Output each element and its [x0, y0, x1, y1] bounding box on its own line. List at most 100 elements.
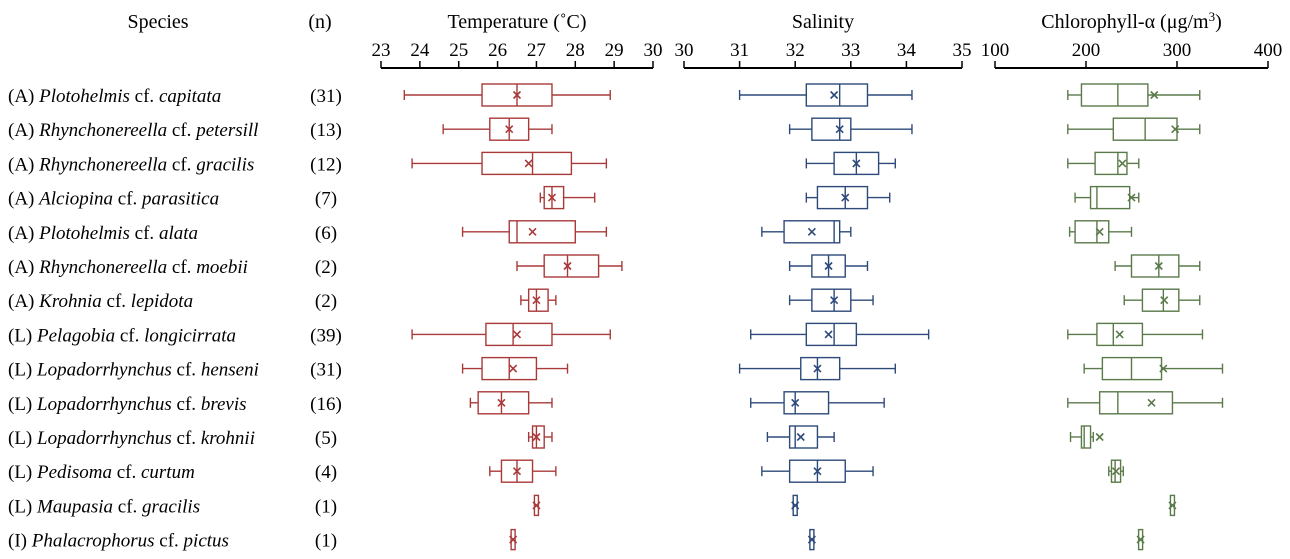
species-label-epithet: moebii	[196, 257, 248, 278]
mean-marker-b	[1095, 432, 1104, 442]
panel-0: Temperature (˚C) 23 24 25 26 27 28 29 30	[372, 11, 663, 551]
species-n: (1)	[315, 496, 337, 517]
mean-marker-b	[509, 364, 518, 373]
box-1	[442, 117, 553, 141]
box-5	[516, 254, 623, 278]
species-label-prefix: (L)	[8, 394, 37, 415]
box-8	[738, 356, 896, 381]
box-13	[1136, 528, 1145, 551]
box-iqr	[1098, 391, 1174, 415]
box-5	[1114, 254, 1201, 278]
species-label-cf: cf.	[130, 86, 159, 107]
species-label-genus: Plotohelmis	[38, 223, 130, 244]
species-label-prefix: (A)	[8, 154, 39, 175]
mean-marker-b	[524, 159, 533, 168]
mean-marker-b	[1147, 398, 1156, 407]
box-9	[750, 391, 885, 415]
x-tick-label: 32	[786, 40, 805, 61]
box-8	[461, 356, 569, 381]
x-tick-label: 23	[372, 40, 391, 61]
species-rows: (A) Plotohelmis cf. capitata (31) (A) Rhyn…	[8, 86, 342, 552]
species-label-prefix: (A)	[8, 86, 39, 107]
mean-marker-b	[528, 227, 537, 236]
species-label-genus: Maupasia	[36, 496, 113, 517]
single-value-box	[809, 528, 815, 551]
panel-title: Chlorophyll-α (μg/m3)	[1041, 9, 1221, 34]
mean-marker-b	[563, 261, 572, 271]
mean-marker-b	[813, 364, 822, 373]
mean-marker-b	[1115, 330, 1124, 339]
box-10	[527, 425, 553, 449]
x-tick-label: 28	[566, 40, 585, 61]
species-label-epithet: lepidota	[131, 291, 193, 312]
box-7	[750, 322, 930, 347]
species-label-genus: Pedisoma	[36, 462, 112, 483]
species-label: (A) Plotohelmis cf. alata	[8, 223, 198, 244]
mean-marker-b	[1168, 501, 1177, 510]
box-7	[1067, 322, 1204, 347]
x-tick-label: 27	[527, 40, 546, 61]
box-iqr	[477, 391, 530, 415]
box-4	[761, 220, 852, 244]
panel-title-text: Salinity	[792, 11, 854, 33]
species-label-cf: cf.	[130, 223, 159, 244]
box-7	[411, 322, 611, 347]
species-label-epithet: henseni	[201, 360, 259, 381]
n-header: (n)	[308, 11, 331, 33]
species-label-cf: cf.	[167, 257, 196, 278]
mean-marker-b	[796, 432, 805, 442]
species-label-cf: cf.	[112, 462, 141, 483]
species-label-genus: Alciopina	[37, 189, 113, 210]
species-n: (7)	[315, 189, 337, 210]
species-label-genus: Lopadorrhynchus	[36, 428, 172, 449]
species-n: (6)	[315, 223, 337, 244]
mean-marker-b	[852, 159, 861, 168]
box-6	[788, 288, 874, 312]
box-13	[509, 528, 518, 551]
mean-marker-b	[841, 193, 850, 202]
species-n: (2)	[315, 291, 337, 312]
mean-marker-b	[791, 398, 800, 407]
species-label: (L) Lopadorrhynchus cf. brevis	[8, 394, 247, 415]
box-iqr	[1141, 288, 1180, 312]
mean-marker-b	[1160, 296, 1169, 305]
species-label-genus: Pelagobia	[36, 325, 115, 346]
box-iqr	[783, 391, 830, 415]
mean-marker-b	[813, 467, 822, 476]
species-label: (A) Rhynchonereella cf. moebii	[8, 257, 248, 278]
species-n: (31)	[310, 86, 342, 107]
box-iqr	[527, 288, 549, 312]
species-label-cf: cf.	[113, 189, 142, 210]
species-n: (4)	[315, 462, 337, 483]
box-9	[1067, 391, 1224, 415]
species-label: (A) Rhynchonereella cf. petersill	[8, 120, 258, 141]
box-iqr	[1080, 425, 1092, 449]
mean-marker-b	[505, 125, 514, 134]
mean-marker-b	[1118, 159, 1127, 168]
species-label: (A) Plotohelmis cf. capitata	[8, 86, 221, 107]
species-label: (L) Lopadorrhynchus cf. krohnii	[8, 428, 255, 449]
species-n: (39)	[310, 325, 342, 346]
box-4	[461, 220, 608, 244]
mean-marker-b	[512, 90, 522, 100]
mean-marker-b	[532, 501, 541, 510]
x-tick-label: 29	[605, 40, 624, 61]
box-0	[403, 83, 611, 107]
box-4	[1068, 220, 1133, 244]
x-tick-label: 26	[488, 40, 507, 61]
box-9	[469, 391, 553, 415]
box-11	[1108, 459, 1125, 483]
x-tick-label: 30	[644, 40, 663, 61]
species-label: (I) Phalacrophorus cf. pictus	[8, 531, 229, 552]
box-10	[1069, 425, 1104, 449]
species-label-genus: Rhynchonereella	[38, 120, 167, 141]
species-label-prefix: (A)	[8, 223, 39, 244]
box-iqr	[531, 425, 545, 449]
box-1	[788, 117, 913, 141]
box-iqr	[1096, 322, 1144, 347]
species-label-epithet: alata	[159, 223, 198, 244]
species-label-epithet: pictus	[182, 531, 229, 552]
species-n: (12)	[310, 154, 342, 175]
species-label: (A) Alciopina cf. parasitica	[8, 189, 219, 210]
